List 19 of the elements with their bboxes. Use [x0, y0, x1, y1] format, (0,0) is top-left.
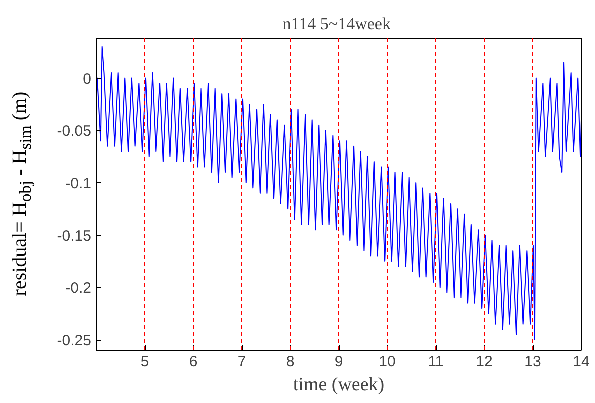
y-tick-label: 0	[83, 70, 92, 88]
x-tick-label: 14	[573, 354, 590, 370]
x-tick-label: 6	[189, 354, 198, 370]
x-axis-title: time (week)	[293, 374, 385, 396]
x-tick-label: 12	[476, 354, 493, 370]
y-tick-label: -0.15	[57, 228, 92, 245]
y-tick-label: -0.1	[66, 175, 92, 192]
line-series	[96, 46, 582, 341]
y-tick-label: -0.25	[57, 332, 92, 350]
x-tick-label: 5	[140, 354, 150, 370]
x-tick-label: 13	[524, 354, 542, 370]
x-tick-label: 7	[238, 354, 246, 370]
x-tick-label: 9	[334, 354, 344, 370]
x-tick-label: 11	[428, 354, 444, 370]
chart-title: n114 5~14week	[282, 14, 392, 34]
x-tick-label: 10	[379, 354, 396, 370]
y-tick-label: -0.05	[57, 123, 92, 140]
x-tick-label: 8	[286, 354, 295, 370]
y-tick-label: -0.2	[66, 280, 92, 298]
